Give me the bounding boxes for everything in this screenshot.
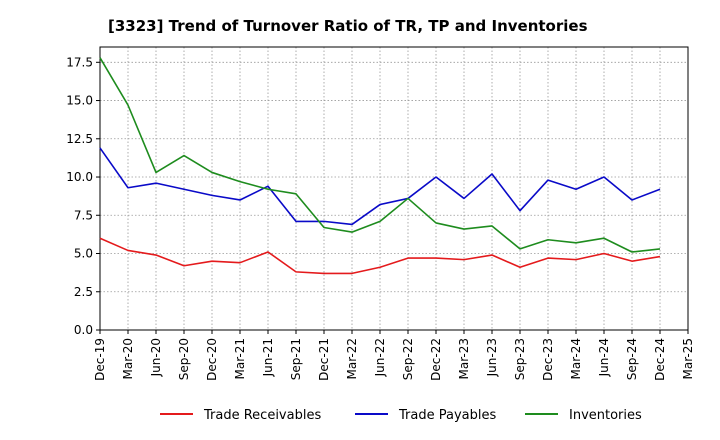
x-tick-label: Sep-20 [177,338,191,380]
legend: Trade Receivables Trade Payables Inventori… [160,408,642,423]
y-tick-label: 10.0 [66,170,93,184]
y-tick-label: 12.5 [66,132,93,146]
y-tick-label: 15.0 [66,94,93,108]
legend-label: Inventories [569,408,642,423]
x-tick-label: Sep-24 [625,338,639,380]
y-tick-label: 0.0 [74,323,93,337]
x-tick-label: Jun-20 [149,338,163,377]
plot-frame [99,46,689,331]
series-line-inventories [99,57,661,253]
legend-label: Trade Payables [398,408,496,423]
x-tick-label: Mar-20 [121,338,135,379]
y-tick-label: 17.5 [66,55,93,69]
x-tick-label: Jun-22 [373,338,387,377]
x-tick-label: Jun-24 [597,338,611,377]
grid-layer [99,47,689,331]
x-tick-label: Mar-21 [233,338,247,379]
x-tick-label: Mar-23 [457,338,471,379]
chart-title: [3323] Trend of Turnover Ratio of TR, TP… [108,17,588,35]
x-tick-label: Mar-22 [345,338,359,379]
x-tick-label: Dec-20 [205,338,219,381]
axis-layer: 0.0 2.5 5.0 7.5 10.0 12.5 15.0 17.5 Dec-19 Mar-20… [66,46,695,381]
y-tick-label: 7.5 [74,208,93,222]
x-tick-label: Sep-21 [289,338,303,380]
x-tick-label: Jun-23 [485,338,499,377]
y-tick-label: 2.5 [74,285,93,299]
x-tick-label: Dec-21 [317,338,331,381]
y-tick-label: 5.0 [74,247,93,261]
series-line-trade-receivables [99,237,661,275]
x-tick-label: Dec-22 [429,338,443,381]
x-tick-label: Dec-24 [653,338,667,381]
x-tick-label: Dec-19 [93,338,107,381]
x-tick-label: Dec-23 [541,338,555,381]
x-tick-label: Mar-25 [681,338,695,379]
x-tick-label: Sep-23 [513,338,527,380]
legend-label: Trade Receivables [203,408,321,423]
x-tick-label: Jun-21 [261,338,275,377]
series-line-trade-payables [99,147,661,226]
series-layer [99,57,661,275]
x-tick-label: Sep-22 [401,338,415,380]
x-tick-label: Mar-24 [569,338,583,379]
